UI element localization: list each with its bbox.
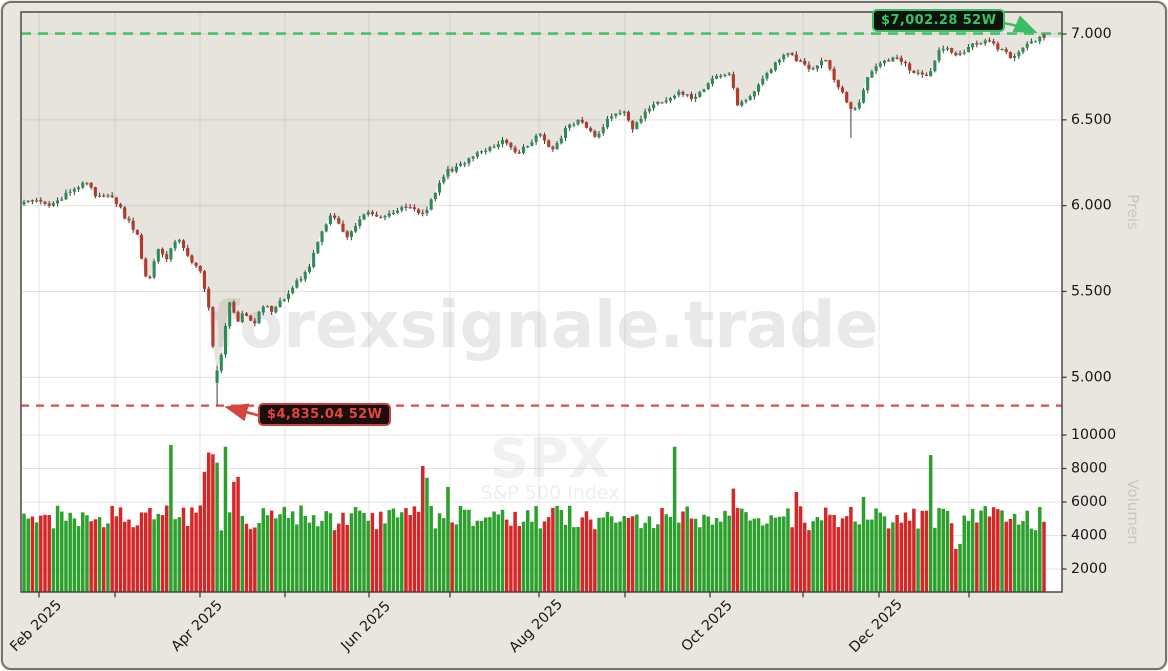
svg-text:6000: 6000 [1071, 494, 1107, 510]
svg-text:5.000: 5.000 [1071, 369, 1112, 385]
svg-text:Aug 2025: Aug 2025 [506, 596, 566, 656]
svg-text:7.000: 7.000 [1071, 26, 1112, 42]
watermark-brand: forexsignale.trade [212, 289, 879, 363]
svg-text:6.000: 6.000 [1071, 198, 1112, 214]
svg-text:Feb 2025: Feb 2025 [7, 597, 65, 655]
svg-text:Oct 2025: Oct 2025 [678, 597, 735, 654]
svg-text:2000: 2000 [1071, 561, 1107, 577]
y-axis-volume-title: Volumen [1124, 479, 1142, 544]
watermark-subtitle: S&P 500 Index [481, 482, 620, 504]
low-annotation-label: $4,835.04 52W [258, 403, 392, 426]
area-fill-below-price [21, 36, 1062, 592]
svg-text:8000: 8000 [1071, 461, 1107, 477]
svg-text:Jun 2025: Jun 2025 [338, 598, 394, 654]
axis-tick-marks [38, 33, 1067, 598]
svg-text:5.500: 5.500 [1071, 283, 1112, 299]
low-annotation-arrow [224, 403, 260, 422]
volume-layer [22, 445, 1046, 592]
watermark-symbol: SPX [490, 427, 610, 490]
svg-text:Apr 2025: Apr 2025 [168, 597, 225, 654]
svg-text:10000: 10000 [1071, 427, 1116, 443]
y-axis-price-title: Preis [1124, 194, 1142, 230]
svg-text:Dec 2025: Dec 2025 [846, 596, 905, 655]
svg-text:6.500: 6.500 [1071, 112, 1112, 128]
candles-layer [22, 33, 1046, 406]
svg-text:4000: 4000 [1071, 528, 1107, 544]
high-annotation-label: $7,002.28 52W [872, 9, 1006, 32]
plot-border [20, 11, 1063, 593]
